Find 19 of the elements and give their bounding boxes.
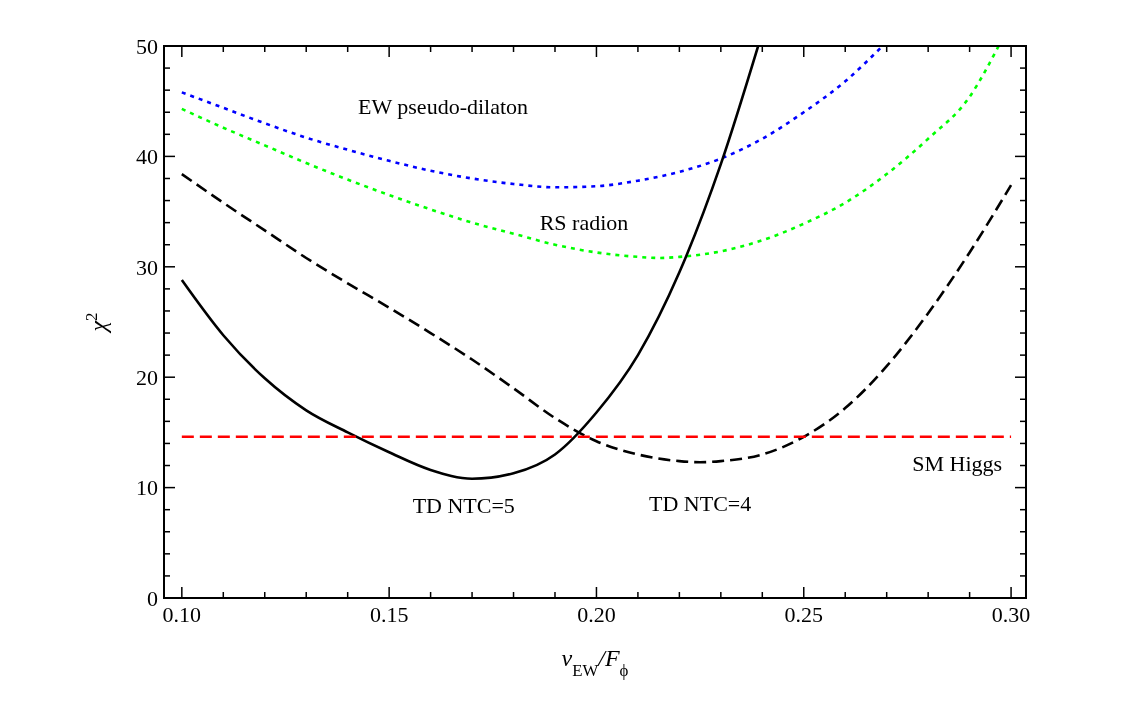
series-label: TD NTC=5 <box>412 492 515 518</box>
x-tick-label: 0.30 <box>991 602 1031 627</box>
y-tick-label: 40 <box>136 144 158 170</box>
x-tick-label: 0.20 <box>577 602 616 627</box>
x-axis-title: v$_{EW}$/F$_{ϕ}$ <box>561 645 629 680</box>
y-tick-label: 50 <box>136 33 158 59</box>
x-tick-label: 0.10 <box>162 602 202 627</box>
x-tick-label: 0.15 <box>369 602 409 627</box>
annotation: SM Higgs <box>912 450 1003 476</box>
line-series <box>180 46 1000 260</box>
y-tick-label: 30 <box>136 254 158 280</box>
y-tick-label: 20 <box>136 364 158 390</box>
y-tick-label: 10 <box>136 475 158 501</box>
x-tick-label: 0.25 <box>784 602 824 627</box>
line-series <box>180 46 884 189</box>
series-label: EW pseudo-dilaton <box>358 94 529 120</box>
y-tick-label: 0 <box>147 585 158 611</box>
series-label: RS radion <box>539 210 629 236</box>
series-label: TD NTC=4 <box>648 490 752 516</box>
